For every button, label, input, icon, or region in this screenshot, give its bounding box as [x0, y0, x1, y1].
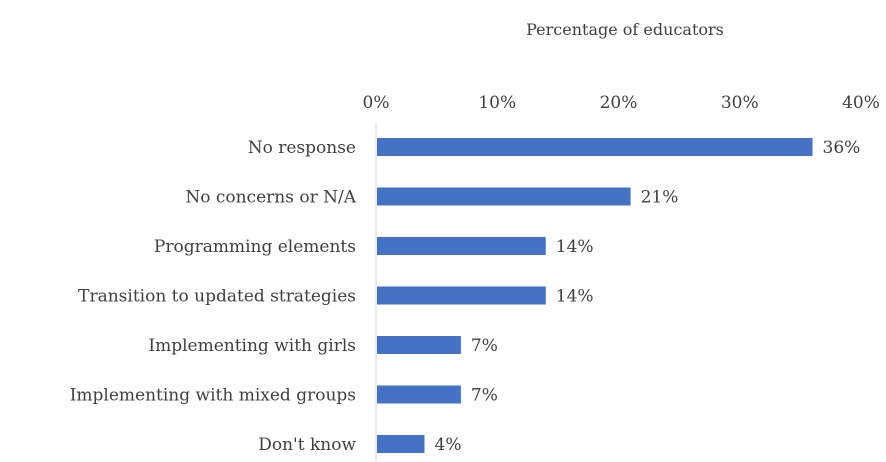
x-tick-label: 20% [600, 93, 638, 113]
bars-group: No response 36% No concerns or N/A 21% Progr… [70, 138, 861, 455]
bar-value-label: 21% [641, 188, 679, 208]
bar [377, 237, 546, 255]
category-label: Implementing with girls [148, 336, 356, 356]
bar-value-label: 36% [823, 138, 861, 158]
x-tick-label: 0% [363, 93, 390, 113]
category-label: No response [248, 138, 356, 158]
x-axis-ticks: 0% 10% 20% 30% 40% [363, 93, 880, 113]
category-label: No concerns or N/A [185, 188, 356, 208]
x-tick-label: 30% [721, 93, 759, 113]
bar-value-label: 7% [471, 336, 498, 356]
x-tick-label: 40% [842, 93, 880, 113]
bar [377, 336, 461, 354]
bar [377, 385, 461, 404]
x-tick-label: 10% [478, 93, 516, 113]
category-label: Implementing with mixed groups [70, 386, 356, 406]
bar [377, 286, 546, 305]
category-label: Programming elements [154, 237, 356, 257]
bar-value-label: 4% [435, 435, 462, 455]
bar-value-label: 7% [471, 386, 498, 406]
x-axis-title: Percentage of educators [526, 20, 724, 39]
category-label: Don't know [258, 435, 356, 455]
bar [377, 435, 425, 453]
bar [377, 138, 813, 156]
category-label: Transition to updated strategies [78, 287, 356, 307]
bar [377, 187, 631, 206]
bar-value-label: 14% [556, 237, 594, 257]
bar-value-label: 14% [556, 287, 594, 307]
